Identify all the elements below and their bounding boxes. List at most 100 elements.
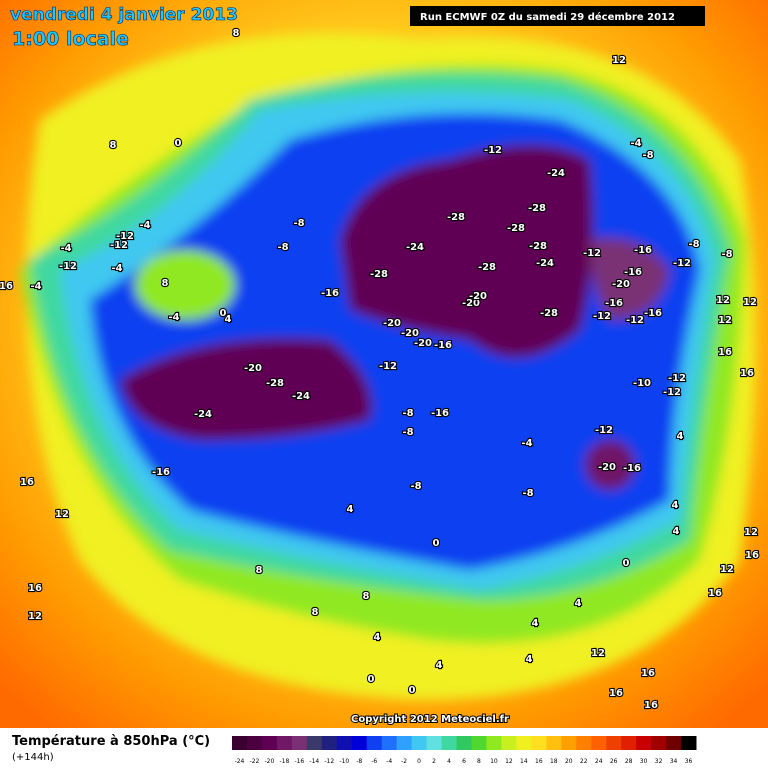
colorbar-label: 14 xyxy=(520,758,528,765)
contour-label: 16 xyxy=(745,550,759,561)
colorbar-swatch xyxy=(306,736,323,750)
contour-label: -28 xyxy=(540,308,558,319)
contour-label: -16 xyxy=(605,298,623,309)
colorbar-swatch xyxy=(531,736,547,750)
time-title: 1:00 locale xyxy=(12,28,129,50)
contour-label: -24 xyxy=(547,168,565,179)
colorbar-swatch xyxy=(261,736,278,750)
contour-label: 8 xyxy=(162,278,169,289)
colorbar-label: 24 xyxy=(595,758,603,765)
contour-label: -8 xyxy=(642,150,653,161)
colorbar-swatch xyxy=(546,736,562,750)
contour-label: -24 xyxy=(194,409,212,420)
contour-label: -12 xyxy=(595,425,613,436)
contour-label: -16 xyxy=(634,245,652,256)
colorbar-swatch xyxy=(276,736,293,750)
colorbar-label: -10 xyxy=(339,758,349,765)
colorbar-label: 0 xyxy=(417,758,421,765)
contour-label: -12 xyxy=(59,261,77,272)
colorbar-label: -2 xyxy=(401,758,407,765)
colorbar-label: 8 xyxy=(477,758,481,765)
colorbar-label: 26 xyxy=(610,758,618,765)
colorbar-swatch xyxy=(441,736,458,750)
colorbar-swatch xyxy=(351,736,368,750)
colorbar-label: -18 xyxy=(279,758,289,765)
contour-label: -16 xyxy=(321,288,339,299)
contour-label: 12 xyxy=(718,315,732,326)
colorbar-label: -24 xyxy=(235,758,245,765)
date-title: vendredi 4 janvier 2013 xyxy=(10,5,238,25)
contour-label: 12 xyxy=(612,55,626,66)
contour-label: -28 xyxy=(478,262,496,273)
colorbar-swatch xyxy=(681,736,697,750)
colorbar-label: 4 xyxy=(447,758,451,765)
colorbar-label: -4 xyxy=(386,758,392,765)
contour-label: -12 xyxy=(110,240,128,251)
contour-label: 4 xyxy=(677,431,684,442)
contour-label: -20 xyxy=(462,298,480,309)
contour-label: 16 xyxy=(708,588,722,599)
contour-label: -12 xyxy=(673,258,691,269)
colorbar-swatch xyxy=(396,736,413,750)
contour-label: 12 xyxy=(28,611,42,622)
colorbar-swatch xyxy=(232,736,248,750)
colorbar-swatch xyxy=(336,736,353,750)
contour-label: -20 xyxy=(244,363,262,374)
contour-label: -24 xyxy=(536,258,554,269)
contour-label: 16 xyxy=(644,700,658,711)
contour-label: 8 xyxy=(233,28,240,39)
contour-label: 12 xyxy=(591,648,605,659)
contour-label: 16 xyxy=(641,668,655,679)
colorbar-label: 6 xyxy=(462,758,466,765)
contour-label: -4 xyxy=(630,138,641,149)
contour-label: -28 xyxy=(528,203,546,214)
colorbar-label: -16 xyxy=(294,758,304,765)
contour-label: -4 xyxy=(168,312,179,323)
contour-label: 12 xyxy=(743,297,757,308)
colorbar-swatch xyxy=(591,736,607,750)
contour-label: -16 xyxy=(431,408,449,419)
run-info: Run ECMWF 0Z du samedi 29 décembre 2012 xyxy=(420,11,675,23)
contour-label: -4 xyxy=(111,263,122,274)
contour-label: 8 xyxy=(256,565,263,576)
contour-label: -8 xyxy=(402,427,413,438)
contour-label: -8 xyxy=(293,218,304,229)
contour-label: 12 xyxy=(55,509,69,520)
contour-label: 16 xyxy=(718,347,732,358)
colorbar-swatch xyxy=(636,736,652,750)
colorbar-label: 16 xyxy=(535,758,543,765)
colorbar-swatch xyxy=(381,736,398,750)
contour-label: 4 xyxy=(673,526,680,537)
colorbar-swatch xyxy=(606,736,622,750)
contour-label: 4 xyxy=(347,504,354,515)
colorbar: -24 -22 -20 -18 -16 -14 -12 -10 -8 -6 -4 -2 0 2 4 6 8 10 1… xyxy=(232,736,697,765)
contour-label: -16 xyxy=(623,463,641,474)
contour-label: -24 xyxy=(292,391,310,402)
contour-label: -28 xyxy=(447,212,465,223)
colorbar-swatch xyxy=(516,736,532,750)
contour-label: -12 xyxy=(663,387,681,398)
contour-label: -24 xyxy=(406,242,424,253)
temperature-field xyxy=(20,33,755,701)
colorbar-label: 32 xyxy=(655,758,663,765)
contour-label: 4 xyxy=(575,598,582,609)
contour-label: 16 xyxy=(28,583,42,594)
contour-label: 16 xyxy=(20,477,34,488)
colorbar-label: 22 xyxy=(580,758,588,765)
colorbar-swatch xyxy=(291,736,308,750)
contour-label: 4 xyxy=(526,654,533,665)
contour-label: -20 xyxy=(401,328,419,339)
contour-label: -4 xyxy=(521,438,532,449)
contour-label: -12 xyxy=(626,315,644,326)
contour-label: -16 xyxy=(434,340,452,351)
colorbar-label: 12 xyxy=(505,758,513,765)
legend-subtitle: (+144h) xyxy=(12,752,54,763)
contour-label: -12 xyxy=(484,145,502,156)
contour-label: -8 xyxy=(721,249,732,260)
colorbar-label: -20 xyxy=(265,758,275,765)
colorbar-swatch xyxy=(666,736,682,750)
colorbar-label: -6 xyxy=(371,758,377,765)
legend-title: Température à 850hPa (°C) xyxy=(12,734,210,749)
contour-label: -28 xyxy=(529,241,547,252)
